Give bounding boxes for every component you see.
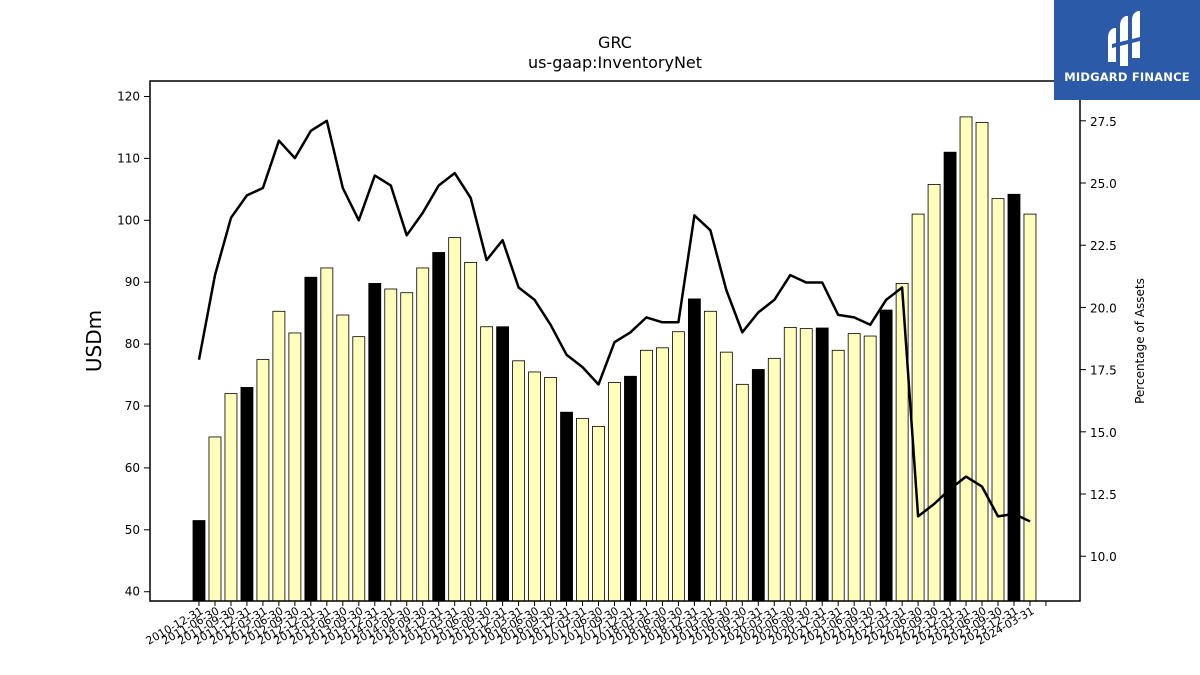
bar bbox=[815, 327, 829, 602]
bar bbox=[703, 310, 717, 602]
bars-layer bbox=[192, 116, 1037, 602]
bar bbox=[368, 283, 382, 602]
bar bbox=[560, 411, 573, 602]
bar bbox=[991, 198, 1005, 602]
bar bbox=[719, 351, 733, 602]
bar bbox=[608, 382, 621, 602]
bar bbox=[751, 369, 765, 602]
y2-tick-label: 15.0 bbox=[1090, 426, 1117, 440]
bar bbox=[400, 292, 414, 602]
series-line bbox=[197, 119, 1031, 523]
y-tick-label: 60 bbox=[125, 461, 140, 475]
bar bbox=[512, 360, 525, 602]
bar bbox=[240, 387, 254, 602]
bar bbox=[576, 417, 589, 602]
y2-tick-label: 17.5 bbox=[1090, 364, 1117, 378]
bar bbox=[735, 383, 749, 602]
bar bbox=[224, 393, 238, 602]
y-tick-label: 90 bbox=[125, 275, 140, 289]
y-tick-label: 80 bbox=[125, 337, 140, 351]
bar bbox=[352, 336, 366, 602]
bar bbox=[480, 326, 494, 602]
bar bbox=[464, 261, 478, 602]
bar bbox=[320, 267, 334, 602]
bar bbox=[528, 371, 541, 602]
axes-layer: 40 50 60 70 80 90 100 110 120 10.0 12.5 15.0 17.5 20.… bbox=[117, 80, 1117, 648]
bar bbox=[847, 333, 861, 602]
bar bbox=[911, 213, 925, 602]
bar bbox=[192, 520, 206, 602]
chart-title: GRC bbox=[598, 33, 632, 52]
bar bbox=[288, 332, 302, 602]
brand-name: MIDGARD FINANCE bbox=[1064, 70, 1190, 84]
bar bbox=[304, 276, 318, 602]
bar bbox=[656, 347, 669, 602]
bar bbox=[592, 426, 605, 602]
bar bbox=[272, 310, 286, 602]
y-tick-label: 40 bbox=[125, 585, 140, 599]
brand-logo: MIDGARD FINANCE bbox=[1054, 0, 1200, 100]
bar bbox=[448, 237, 462, 602]
y2-tick-label: 25.0 bbox=[1090, 177, 1117, 191]
bar bbox=[831, 349, 845, 602]
bar bbox=[672, 331, 685, 602]
y2-tick-label: 22.5 bbox=[1090, 239, 1117, 253]
bar bbox=[1007, 193, 1021, 602]
y-tick-label: 100 bbox=[117, 213, 140, 227]
y2-tick-label: 12.5 bbox=[1090, 488, 1117, 502]
bar bbox=[687, 298, 701, 602]
bar bbox=[1023, 213, 1037, 602]
bar bbox=[975, 122, 989, 602]
bar bbox=[432, 252, 446, 602]
bar bbox=[799, 328, 813, 602]
plot-frame bbox=[149, 80, 1081, 602]
y2-tick-label: 10.0 bbox=[1090, 550, 1117, 564]
line-layer bbox=[197, 119, 1031, 523]
bar bbox=[336, 314, 350, 602]
bar bbox=[208, 436, 222, 602]
bar bbox=[767, 357, 781, 602]
y-tick-label: 70 bbox=[125, 399, 140, 413]
bar bbox=[927, 183, 941, 602]
y2-tick-label: 20.0 bbox=[1090, 301, 1117, 315]
y-tick-label: 120 bbox=[117, 89, 140, 103]
midgard-logo-icon bbox=[1108, 11, 1144, 66]
bar bbox=[416, 267, 430, 602]
bar bbox=[384, 288, 398, 602]
bar bbox=[256, 359, 270, 602]
bar bbox=[783, 326, 797, 602]
bar bbox=[640, 349, 653, 602]
bar bbox=[624, 375, 637, 602]
y2-axis-label: Percentage of Assets bbox=[1133, 278, 1147, 404]
y-axis-label: USDm bbox=[82, 310, 106, 372]
bar bbox=[959, 116, 973, 602]
bar bbox=[863, 335, 877, 602]
bar bbox=[943, 151, 957, 602]
bar bbox=[879, 309, 893, 602]
bar bbox=[496, 326, 510, 602]
y-tick-label: 110 bbox=[117, 151, 140, 165]
y-tick-label: 50 bbox=[125, 523, 140, 537]
bar bbox=[544, 377, 557, 602]
y2-tick-label: 27.5 bbox=[1090, 115, 1117, 129]
chart-subtitle: us-gaap:InventoryNet bbox=[528, 53, 702, 72]
